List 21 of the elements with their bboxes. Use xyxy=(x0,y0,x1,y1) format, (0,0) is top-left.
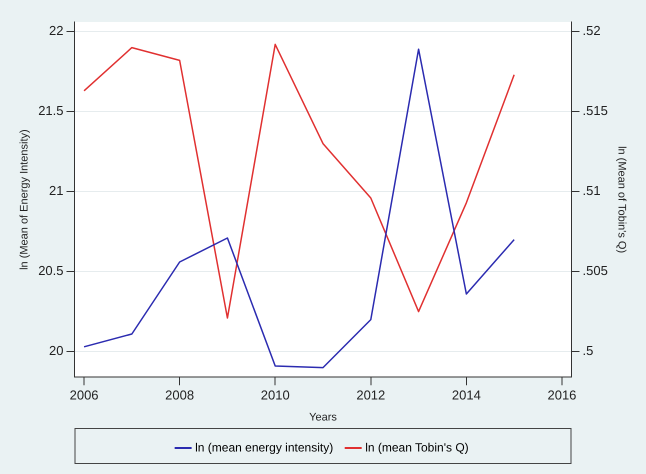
x-tick-label: 2010 xyxy=(260,388,290,403)
x-tick-label: 2016 xyxy=(547,388,576,403)
legend-label: ln (mean energy intensity) xyxy=(195,440,334,454)
x-axis-title: Years xyxy=(309,411,338,424)
y-axis-title: ln (Mean of Energy Intensity) xyxy=(18,129,31,270)
x-tick-label: 2012 xyxy=(356,388,386,403)
legend-label: ln (mean Tobin's Q) xyxy=(365,440,469,454)
y-tick-label: 21 xyxy=(49,183,64,198)
y2-tick-label: .52 xyxy=(582,23,601,38)
y2-tick-label: .51 xyxy=(582,183,601,198)
y2-axis-title: ln (Mean of Tobin's Q) xyxy=(615,146,628,254)
x-tick-label: 2014 xyxy=(452,388,481,403)
x-tick-label: 2006 xyxy=(70,388,99,403)
y-tick-label: 20 xyxy=(49,343,64,358)
x-tick-label: 2008 xyxy=(165,388,194,403)
y-tick-label: 22 xyxy=(49,23,64,38)
y-tick-label: 21.5 xyxy=(38,103,64,118)
y2-tick-label: .515 xyxy=(582,103,608,118)
y2-tick-label: .5 xyxy=(582,343,594,358)
y-tick-label: 20.5 xyxy=(38,263,64,278)
y2-tick-label: .505 xyxy=(582,263,608,278)
